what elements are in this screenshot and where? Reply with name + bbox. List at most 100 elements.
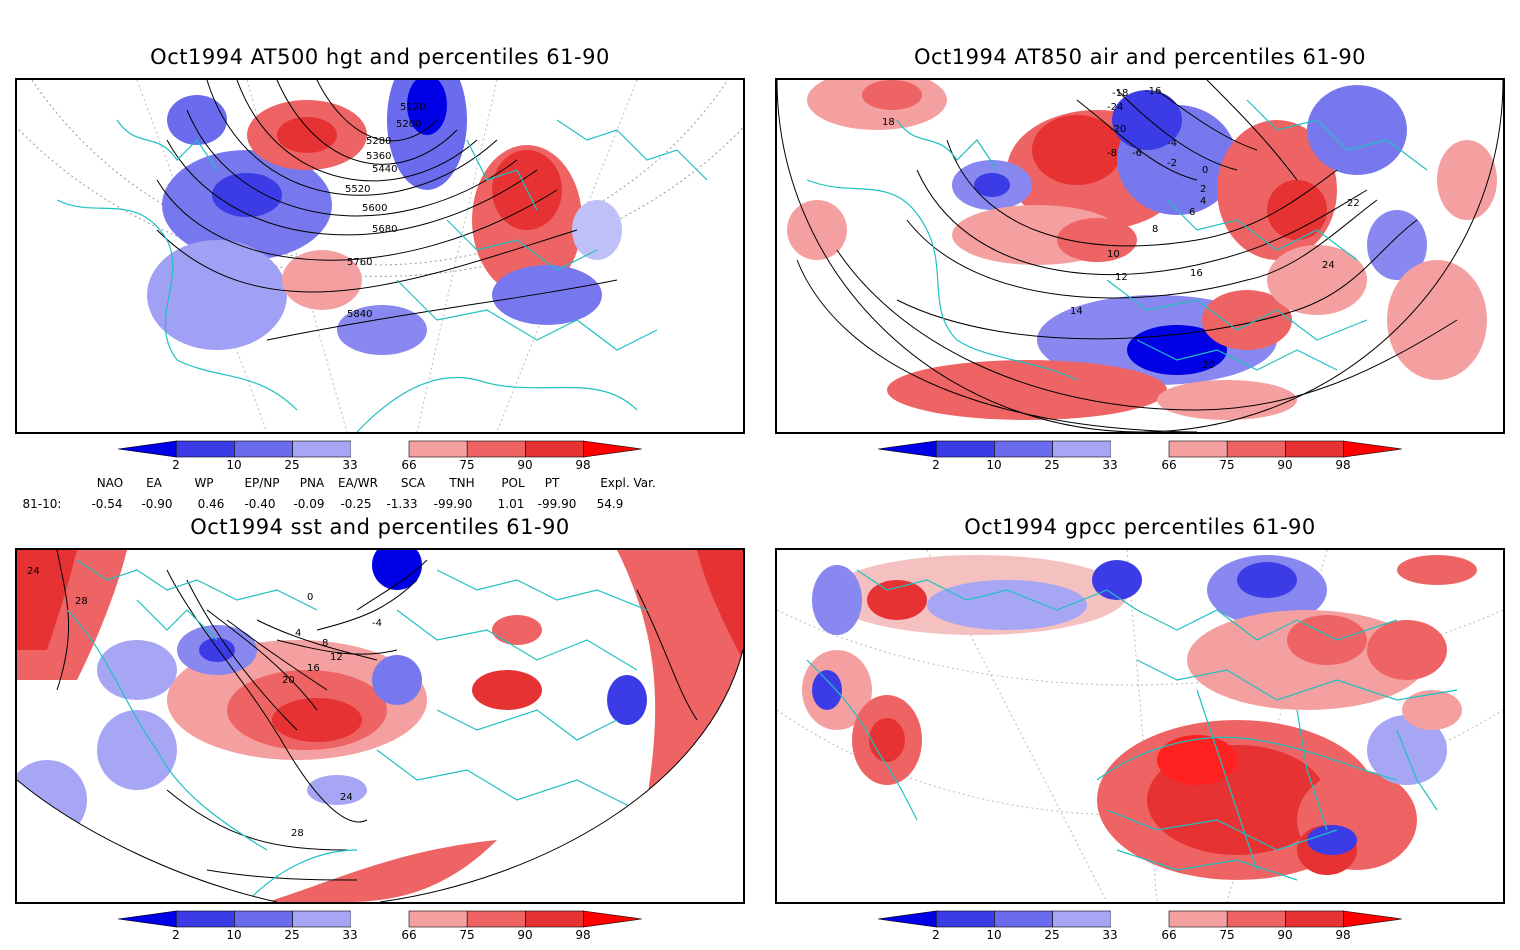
- colorbar-tick: 75: [1219, 458, 1235, 472]
- colorbar-segment: [234, 440, 293, 458]
- contour-label: 5280: [366, 136, 391, 147]
- colorbar-tick: 33: [342, 458, 358, 472]
- map-panel-sst: 24 28 4 8 12 16 20 24 28 -4 0: [15, 548, 745, 904]
- colorbar-tick: 2: [932, 458, 940, 472]
- colorbar-segment: [994, 440, 1053, 458]
- colorbar-arrow-low: [878, 910, 937, 928]
- index-header: SCA: [400, 476, 426, 490]
- contour-label: 16: [1190, 268, 1203, 279]
- contour-label: 28: [291, 828, 304, 839]
- index-row-label: 81-10:: [22, 497, 62, 511]
- map-panel-hgt500: 5120 5200 5280 5360 5440 5520 5600 5680 …: [15, 78, 745, 434]
- contour-label: 2: [1200, 184, 1206, 195]
- contour-label: 16: [307, 663, 320, 674]
- index-header: TNH: [449, 476, 475, 490]
- contour-label: 4: [295, 628, 301, 639]
- index-header: WP: [194, 476, 214, 490]
- index-value: -99.90: [537, 497, 577, 511]
- contour-label: 24: [340, 792, 353, 803]
- index-value: 54.9: [596, 497, 624, 511]
- colorbar-tick: 25: [1044, 458, 1060, 472]
- colorbar-tick: 25: [1044, 928, 1060, 942]
- colorbar-segment: [466, 910, 526, 928]
- colorbar-segment: [1285, 910, 1344, 928]
- colorbar-segment: [994, 910, 1053, 928]
- colorbar-segment: [175, 440, 235, 458]
- map-air850: -18 -16 -24 -20 -8 -6 -4 -2 0 2 4 6 8 10…: [777, 80, 1503, 432]
- index-value: -1.33: [386, 497, 418, 511]
- index-values-row: 81-10: -0.54 -0.90 0.46 -0.40 -0.09 -0.2…: [0, 497, 760, 513]
- colorbar-arrow-high: [1343, 910, 1402, 928]
- colorbar-tick: 98: [575, 928, 591, 942]
- colorbar-segment: [525, 910, 584, 928]
- colorbar-tick: 66: [1161, 458, 1177, 472]
- colorbar-tick: 2: [932, 928, 940, 942]
- colorbar-tick: 75: [459, 928, 475, 942]
- contour-label: -4: [372, 618, 382, 629]
- colorbar-arrow-low: [118, 440, 177, 458]
- colorbar-segment: [1168, 440, 1228, 458]
- colorbar-segment: [234, 910, 293, 928]
- contour-label: 8: [322, 638, 328, 649]
- index-header: Expl. Var.: [600, 476, 656, 490]
- contour-label: 20: [282, 675, 295, 686]
- map-panel-air850: -18 -16 -24 -20 -8 -6 -4 -2 0 2 4 6 8 10…: [775, 78, 1505, 434]
- colorbar-tick: 66: [401, 928, 417, 942]
- colorbar-tick: 33: [1102, 458, 1118, 472]
- colorbar-segment: [350, 911, 409, 927]
- index-header: EA/WR: [337, 476, 379, 490]
- contour-label: 12: [1115, 272, 1128, 283]
- contour-label: 5680: [372, 224, 397, 235]
- contour-label: 5520: [345, 184, 370, 195]
- colorbar-tick: 98: [1335, 458, 1351, 472]
- colorbar-tick: 75: [1219, 928, 1235, 942]
- index-value: -0.25: [340, 497, 372, 511]
- contour-label: 5200: [396, 119, 421, 130]
- colorbar-sst: 2 10 25 33 66 75 90 98: [118, 910, 642, 950]
- colorbar-segment: [292, 440, 352, 458]
- contour-label: -4: [1167, 138, 1177, 149]
- colorbar-swatches: [878, 440, 1402, 458]
- colorbar-tick: 33: [342, 928, 358, 942]
- colorbar-tick: 98: [575, 458, 591, 472]
- contour-label: 8: [1152, 224, 1158, 235]
- index-value: -99.90: [433, 497, 473, 511]
- colorbar-tick: 90: [1277, 458, 1293, 472]
- colorbar-tick: 90: [517, 928, 533, 942]
- index-value: -0.09: [293, 497, 325, 511]
- colorbar-segment: [1110, 911, 1169, 927]
- contour-label: 5120: [400, 102, 425, 113]
- contour-label: 24: [1322, 260, 1335, 271]
- colorbar-tick: 33: [1102, 928, 1118, 942]
- colorbar-arrow-high: [583, 440, 642, 458]
- contour-label: 5440: [372, 164, 397, 175]
- index-header: PT: [544, 476, 560, 490]
- colorbar-tick: 2: [172, 928, 180, 942]
- contour-label: 22: [1347, 198, 1360, 209]
- colorbar-segment: [350, 441, 409, 457]
- colorbar-segment: [175, 910, 235, 928]
- index-value: -0.40: [244, 497, 276, 511]
- colorbar-swatches: [878, 910, 1402, 928]
- colorbar-tick: 66: [1161, 928, 1177, 942]
- colorbar-segment: [408, 910, 468, 928]
- colorbar-segment: [1226, 440, 1286, 458]
- colorbar-tick: 66: [401, 458, 417, 472]
- index-value: -0.54: [91, 497, 123, 511]
- contour-label: 20: [1202, 360, 1215, 371]
- colorbar-arrow-high: [1343, 440, 1402, 458]
- colorbar-swatches: [118, 910, 642, 928]
- colorbar-tick: 2: [172, 458, 180, 472]
- colorbar-tick: 10: [986, 458, 1002, 472]
- contour-label: 0: [307, 592, 313, 603]
- contour-label: -6: [1132, 148, 1142, 159]
- colorbar-segment: [1226, 910, 1286, 928]
- contour-label: 6: [1189, 207, 1195, 218]
- contour-label: 14: [1070, 306, 1083, 317]
- colorbar-tick: 25: [284, 928, 300, 942]
- map-sst: 24 28 4 8 12 16 20 24 28 -4 0: [17, 550, 743, 902]
- contour-label: 12: [330, 652, 343, 663]
- contour-label: 4: [1200, 196, 1206, 207]
- title-gpcc: Oct1994 gpcc percentiles 61-90: [964, 515, 1316, 539]
- contour-label: -16: [1145, 86, 1161, 97]
